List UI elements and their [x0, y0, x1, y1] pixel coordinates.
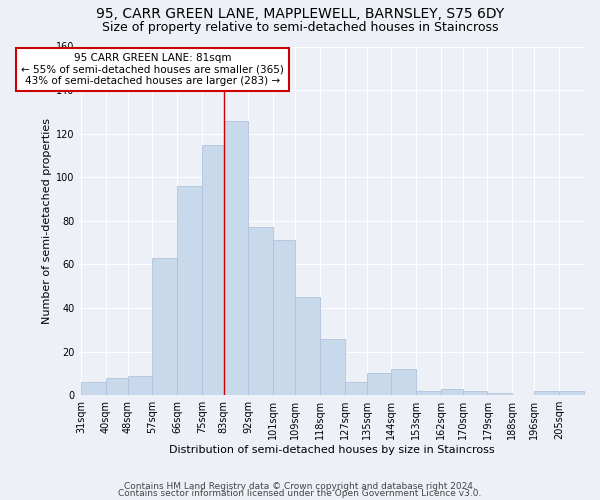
- Bar: [416, 391, 441, 395]
- Text: Size of property relative to semi-detached houses in Staincross: Size of property relative to semi-detach…: [102, 21, 498, 34]
- Text: Contains HM Land Registry data © Crown copyright and database right 2024.: Contains HM Land Registry data © Crown c…: [124, 482, 476, 491]
- Bar: [128, 376, 152, 395]
- Bar: [487, 393, 512, 395]
- Bar: [463, 391, 487, 395]
- Bar: [344, 382, 367, 395]
- Bar: [177, 186, 202, 395]
- Text: 95 CARR GREEN LANE: 81sqm
← 55% of semi-detached houses are smaller (365)
43% of: 95 CARR GREEN LANE: 81sqm ← 55% of semi-…: [21, 53, 284, 86]
- Bar: [295, 297, 320, 395]
- Bar: [81, 382, 106, 395]
- Y-axis label: Number of semi-detached properties: Number of semi-detached properties: [42, 118, 52, 324]
- X-axis label: Distribution of semi-detached houses by size in Staincross: Distribution of semi-detached houses by …: [169, 445, 495, 455]
- Bar: [152, 258, 177, 395]
- Bar: [320, 338, 344, 395]
- Bar: [202, 144, 224, 395]
- Bar: [367, 374, 391, 395]
- Bar: [391, 369, 416, 395]
- Bar: [273, 240, 295, 395]
- Bar: [534, 391, 559, 395]
- Text: 95, CARR GREEN LANE, MAPPLEWELL, BARNSLEY, S75 6DY: 95, CARR GREEN LANE, MAPPLEWELL, BARNSLE…: [96, 8, 504, 22]
- Text: Contains sector information licensed under the Open Government Licence v3.0.: Contains sector information licensed und…: [118, 489, 482, 498]
- Bar: [559, 391, 584, 395]
- Bar: [441, 388, 463, 395]
- Bar: [248, 228, 273, 395]
- Bar: [106, 378, 128, 395]
- Bar: [224, 120, 248, 395]
